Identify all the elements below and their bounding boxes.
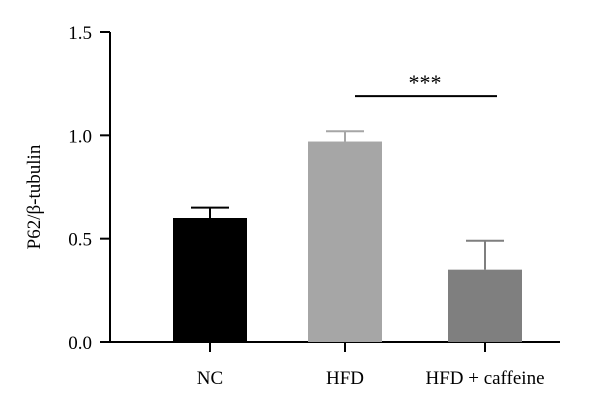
x-ticks: NC HFD HFD + caffeine	[197, 342, 545, 389]
y-tick-label: 0.0	[68, 333, 92, 354]
significance-annotation: ***	[355, 70, 497, 98]
y-tick-label: 0.5	[68, 230, 92, 251]
x-tick-label: NC	[197, 368, 223, 389]
y-ticks: 0.0 0.5 1.0 1.5	[68, 23, 110, 354]
bar	[308, 141, 382, 342]
x-tick-label: HFD + caffeine	[425, 368, 544, 389]
bar	[173, 218, 247, 342]
bar	[448, 269, 522, 342]
y-axis-title: P62/β-tubulin	[24, 144, 45, 249]
y-tick-label: 1.0	[68, 126, 92, 147]
bars	[173, 141, 522, 342]
significance-label: ***	[409, 70, 442, 95]
x-tick-label: HFD	[326, 368, 364, 389]
error-bars	[191, 130, 504, 270]
y-tick-label: 1.5	[68, 23, 92, 44]
